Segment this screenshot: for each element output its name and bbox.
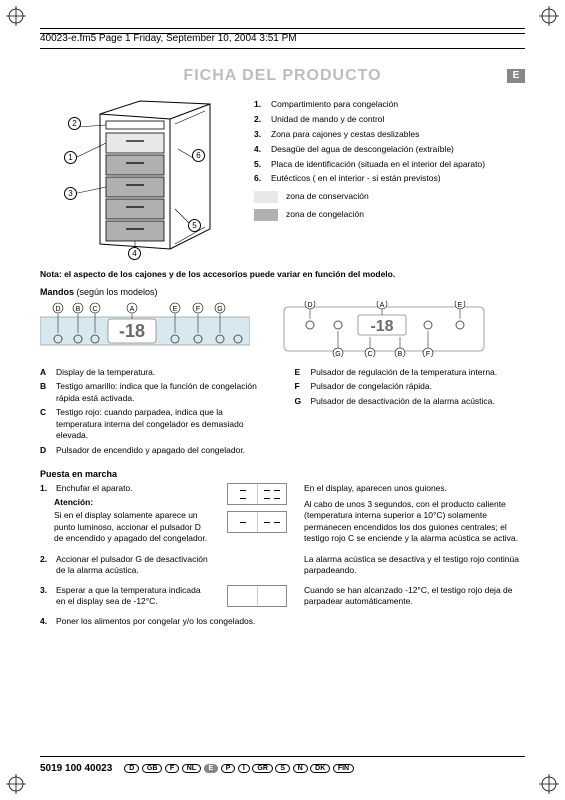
lang-oval-fin: FIN	[333, 764, 354, 773]
step-num: 1.	[40, 483, 52, 494]
page-header: 40023-e.fm5 Page 1 Friday, September 10,…	[40, 28, 525, 49]
note: Nota: el aspecto de los cajones y de los…	[40, 269, 525, 279]
lang-oval-n: N	[293, 764, 308, 773]
lang-oval-nl: NL	[182, 764, 201, 773]
legend-num: 5.	[254, 159, 266, 171]
lang-oval-gr: GR	[252, 764, 273, 773]
display-desc-2: Al cabo de unos 3 segundos, con el produ…	[304, 499, 525, 545]
crop-mark-br	[539, 774, 559, 794]
step-text: Accionar el pulsador G de desactivación …	[56, 554, 210, 577]
mando-text: Testigo amarillo: indica que la función …	[56, 381, 271, 404]
crop-mark-bl	[6, 774, 26, 794]
zone-conservation-label: zona de conservación	[286, 191, 369, 203]
step-num: 2.	[40, 554, 52, 577]
legend-num: 2.	[254, 114, 266, 126]
legend-num: 3.	[254, 129, 266, 141]
mando-text: Testigo rojo: cuando parpadea, indica qu…	[56, 407, 271, 441]
legend-text: Desagüe del agua de descongelación (extr…	[271, 144, 454, 156]
svg-text:F: F	[426, 351, 430, 357]
mandos-left-col: A Display de la temperatura. B Testigo ama…	[40, 367, 271, 459]
legend-text: Compartimiento para congelación	[271, 99, 398, 111]
atencion-body: Si en el display solamente aparece un pu…	[54, 510, 210, 544]
svg-text:-18: -18	[119, 321, 145, 341]
svg-text:-18: -18	[370, 318, 393, 335]
callout-5: 5	[188, 219, 201, 232]
legend-num: 4.	[254, 144, 266, 156]
puesta-heading: Puesta en marcha	[40, 469, 525, 479]
mando-text: Pulsador de regulación de la temperatura…	[311, 367, 498, 378]
control-panel-2: -18 D A E G C B F	[280, 301, 490, 357]
footer: 5019 100 40023 D GB F NL E P I GR S N DK…	[40, 756, 525, 774]
mando-text: Pulsador de congelación rápida.	[311, 381, 432, 392]
callout-6: 6	[192, 149, 205, 162]
svg-text:C: C	[367, 351, 372, 357]
atencion-label: Atención:	[54, 497, 210, 508]
fridge-diagram: 1 2 3 4 5 6	[40, 99, 240, 259]
crop-mark-tl	[6, 6, 26, 26]
legend-num: 6.	[254, 173, 266, 185]
mando-text: Pulsador de encendido y apagado del cong…	[56, 445, 245, 456]
mando-label: G	[295, 396, 305, 407]
display-state-3	[227, 585, 287, 607]
svg-text:C: C	[92, 306, 97, 313]
legend-list: 1. Compartimiento para congelación 2. Unid…	[254, 99, 525, 259]
control-panel-1: -18 A B C D E F G	[40, 301, 250, 357]
display-desc-4: Cuando se han alcanzado -12°C, el testig…	[304, 585, 525, 608]
lang-oval-i: I	[238, 764, 250, 773]
lang-oval-d: D	[124, 764, 139, 773]
step-text: Enchufar el aparato.	[56, 483, 133, 494]
language-badge: E	[507, 69, 525, 83]
mandos-heading: Mandos (según los modelos)	[40, 287, 525, 297]
legend-text: Zona para cajones y cestas deslizables	[271, 129, 419, 141]
lang-oval-f: F	[165, 764, 179, 773]
svg-text:F: F	[196, 306, 200, 313]
svg-text:D: D	[307, 302, 312, 309]
footer-code: 5019 100 40023	[40, 763, 112, 774]
mando-label: D	[40, 445, 50, 456]
svg-text:E: E	[173, 306, 178, 313]
zone-conservation-swatch	[254, 191, 278, 203]
lang-oval-dk: DK	[310, 764, 330, 773]
mando-label: A	[40, 367, 50, 378]
display-state-1	[227, 483, 287, 505]
step-text: Poner los alimentos por congelar y/o los…	[56, 616, 255, 627]
legend-text: Unidad de mando y de control	[271, 114, 384, 126]
lang-oval-gb: GB	[142, 764, 163, 773]
display-desc-3: La alarma acústica se desactiva y el tes…	[304, 554, 525, 577]
mando-label: E	[295, 367, 305, 378]
mando-text: Pulsador de desactivación de la alarma a…	[311, 396, 495, 407]
svg-text:B: B	[76, 306, 81, 313]
lang-oval-s: S	[275, 764, 290, 773]
lang-oval-p: P	[221, 764, 236, 773]
mando-label: B	[40, 381, 50, 404]
zone-congelation-swatch	[254, 209, 278, 221]
legend-num: 1.	[254, 99, 266, 111]
display-desc-1: En el display, aparecen unos guiones.	[304, 483, 525, 494]
callout-3: 3	[64, 187, 77, 200]
svg-text:G: G	[335, 351, 340, 357]
step-num: 3.	[40, 585, 52, 608]
callout-2: 2	[68, 117, 81, 130]
step-num: 4.	[40, 616, 52, 627]
svg-text:A: A	[380, 302, 385, 309]
svg-text:D: D	[55, 306, 60, 313]
page-title: FICHA DEL PRODUCTO	[183, 67, 381, 85]
svg-text:A: A	[130, 306, 135, 313]
callout-4: 4	[128, 247, 141, 260]
crop-mark-tr	[539, 6, 559, 26]
legend-text: Placa de identificación (situada en el i…	[271, 159, 485, 171]
display-state-2	[227, 511, 287, 533]
svg-text:B: B	[398, 351, 403, 357]
mandos-right-col: E Pulsador de regulación de la temperatur…	[295, 367, 526, 459]
mando-text: Display de la temperatura.	[56, 367, 155, 378]
step-text: Esperar a que la temperatura indicada en…	[56, 585, 210, 608]
callout-1: 1	[64, 151, 77, 164]
svg-text:E: E	[458, 302, 463, 309]
zone-congelation-label: zona de congelación	[286, 209, 364, 221]
mando-label: C	[40, 407, 50, 441]
lang-oval-e: E	[204, 764, 219, 773]
svg-text:G: G	[217, 306, 222, 313]
mando-label: F	[295, 381, 305, 392]
legend-text: Eutécticos ( en el interior - si están p…	[271, 173, 441, 185]
